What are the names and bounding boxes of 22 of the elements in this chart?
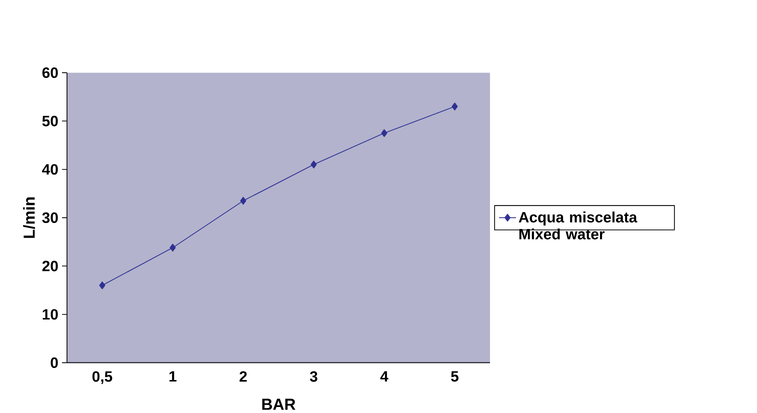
legend-label: Acqua miscelata Mixed water — [518, 211, 638, 240]
y-tick-label: 10 — [42, 309, 58, 320]
point — [310, 160, 317, 168]
x-tick-label: 2 — [240, 371, 247, 382]
point — [381, 129, 388, 137]
point — [170, 244, 176, 252]
y-axis-title: L/min — [23, 197, 35, 238]
x-tick-label: 5 — [451, 371, 458, 382]
x-tick-label: 3 — [310, 371, 318, 382]
y-tick-label: 60 — [42, 67, 58, 78]
y-tick-label: 0 — [50, 357, 58, 368]
x-tick-label: 1 — [170, 371, 176, 382]
y-tick-label: 40 — [42, 164, 58, 175]
x-tick-label: 0,5 — [92, 371, 112, 384]
y-tick-label: 30 — [42, 212, 58, 223]
point — [99, 281, 106, 290]
point — [452, 102, 458, 110]
point — [240, 196, 246, 205]
y-tick-label: 50 — [42, 116, 58, 126]
y-tick-label: 20 — [42, 260, 58, 272]
x-tick-label: 4 — [380, 371, 388, 382]
x-axis-title: BAR — [262, 398, 296, 410]
